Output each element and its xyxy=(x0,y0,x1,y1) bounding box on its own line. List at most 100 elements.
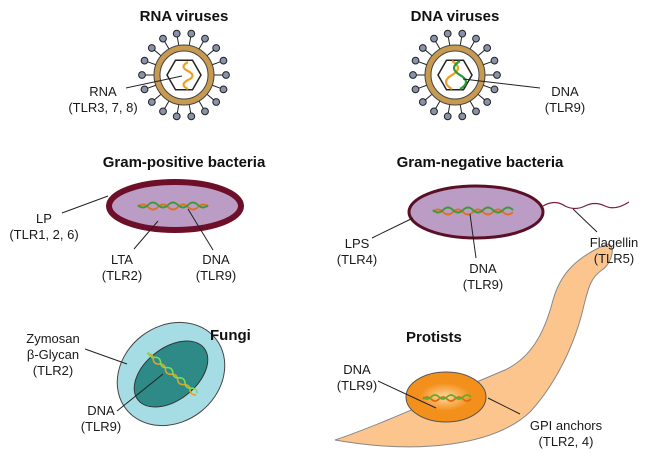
rna-virus xyxy=(125,29,230,121)
virus-spike-stalk xyxy=(483,61,492,66)
virus-spike-knob xyxy=(418,98,427,106)
virus-spike-stalk xyxy=(164,100,170,110)
protist-body xyxy=(334,243,613,448)
virus-spike-stalk xyxy=(206,93,215,101)
virus-spike-stalk xyxy=(212,61,221,66)
dna-pointer-line xyxy=(469,213,477,259)
virus-spike-knob xyxy=(430,34,438,43)
virus-spike-stalk xyxy=(469,40,475,50)
fungi-title: Fungi xyxy=(210,327,251,344)
virus-spike-stalk xyxy=(212,84,221,89)
virus-spike-knob xyxy=(219,85,228,94)
virus-spike-knob xyxy=(138,71,146,79)
virus-spike-stalk xyxy=(206,49,215,57)
virus-spike-stalk xyxy=(418,84,427,89)
gram-positive-bacterium xyxy=(61,179,244,251)
virus-spike-stalk xyxy=(147,61,156,66)
gram-neg-dna-label: DNA xyxy=(469,261,497,276)
dna-virus-title: DNA viruses xyxy=(410,8,500,25)
flagellin-pointer-line xyxy=(572,208,598,233)
virus-spike-knob xyxy=(458,112,467,121)
virus-spike-stalk xyxy=(477,93,486,101)
virus-spike-stalk xyxy=(447,36,451,46)
gpi-tlr-label: (TLR2, 4) xyxy=(538,434,594,449)
dna-virus xyxy=(409,29,541,121)
rna-virus-title: RNA viruses xyxy=(139,8,229,25)
lta-label: LTA xyxy=(111,252,133,267)
virus-spike-stalk xyxy=(435,100,441,110)
zymosan-label: Zymosan xyxy=(26,331,80,346)
lp-pointer-line xyxy=(61,195,109,214)
virus-spike-knob xyxy=(147,98,156,106)
dna-pointer-line xyxy=(187,208,214,251)
fungal-dna xyxy=(146,352,199,396)
virus-spike-stalk xyxy=(164,40,170,50)
flagellum xyxy=(542,201,630,210)
virus-spike-stalk xyxy=(176,104,180,114)
virus-capsid-hexagon xyxy=(437,59,473,91)
virus-spike-knob xyxy=(472,107,480,116)
virus-spike-knob xyxy=(222,71,230,79)
virus-spike-knob xyxy=(430,107,438,116)
bacterial-dna xyxy=(432,206,514,216)
virus-spike-stalk xyxy=(147,84,156,89)
virus-spikes xyxy=(138,29,230,121)
dna-helix-strand-b xyxy=(452,60,468,90)
dna-tlr-label: (TLR9) xyxy=(544,100,586,115)
gram-neg-dna-tlr-label: (TLR9) xyxy=(462,277,504,292)
virus-spike-knob xyxy=(140,85,149,94)
flagellin-tlr-label: (TLR5) xyxy=(593,251,635,266)
rna-pointer-line xyxy=(125,75,183,89)
virus-spike-knob xyxy=(483,44,492,52)
cell-wall xyxy=(106,179,244,233)
virus-spike-knob xyxy=(201,107,209,116)
virus-spike-knob xyxy=(219,56,228,65)
gpi-pointer-line xyxy=(487,397,521,415)
virus-spike-knob xyxy=(418,44,427,52)
virus-spike-stalk xyxy=(418,61,427,66)
virus-spike-stalk xyxy=(435,40,441,50)
virus-spike-knob xyxy=(172,112,181,121)
virus-spike-knob xyxy=(483,98,492,106)
virus-spike-stalk xyxy=(424,49,433,57)
lps-tlr-label: (TLR4) xyxy=(336,252,378,267)
virus-spike-stalk xyxy=(459,36,463,46)
virus-spike-stalk xyxy=(188,36,192,46)
virus-spike-knob xyxy=(458,29,467,38)
virus-spike-stalk xyxy=(176,36,180,46)
protists-title: Protists xyxy=(406,329,462,346)
dna-pointer-line xyxy=(377,380,437,409)
zymosan-tlr-label: (TLR2) xyxy=(32,363,74,378)
virus-spike-knob xyxy=(411,85,420,94)
virus-spike-knob xyxy=(490,56,499,65)
virus-spike-knob xyxy=(212,44,221,52)
virus-spike-stalk xyxy=(188,104,192,114)
virus-spike-knob xyxy=(409,71,417,79)
virus-spike-stalk xyxy=(459,104,463,114)
virus-spike-knob xyxy=(411,56,420,65)
virus-spike-knob xyxy=(187,29,196,38)
dna-pointer-line xyxy=(462,78,541,89)
virus-spikes xyxy=(409,29,501,121)
virus-spike-knob xyxy=(201,34,209,43)
virus-spike-stalk xyxy=(447,104,451,114)
virus-spike-knob xyxy=(472,34,480,43)
virus-spike-stalk xyxy=(424,93,433,101)
virus-spike-stalk xyxy=(153,93,162,101)
protist-dna-label: DNA xyxy=(343,362,371,377)
fungus-cell xyxy=(84,321,226,427)
fungi-dna-label: DNA xyxy=(87,403,115,418)
virus-spike-knob xyxy=(187,112,196,121)
virus-spike-knob xyxy=(493,71,501,79)
lps-label: LPS xyxy=(344,236,370,251)
flagellin-label: Flagellin xyxy=(589,235,639,250)
virus-spike-stalk xyxy=(483,84,492,89)
virus-spike-knob xyxy=(140,56,149,65)
virus-spike-stalk xyxy=(198,100,204,110)
virus-spike-knob xyxy=(490,85,499,94)
virus-spike-knob xyxy=(443,112,452,121)
rna-strand xyxy=(182,61,194,91)
lps-pointer-line xyxy=(371,217,414,239)
gram-negative-bacterium xyxy=(371,184,630,259)
